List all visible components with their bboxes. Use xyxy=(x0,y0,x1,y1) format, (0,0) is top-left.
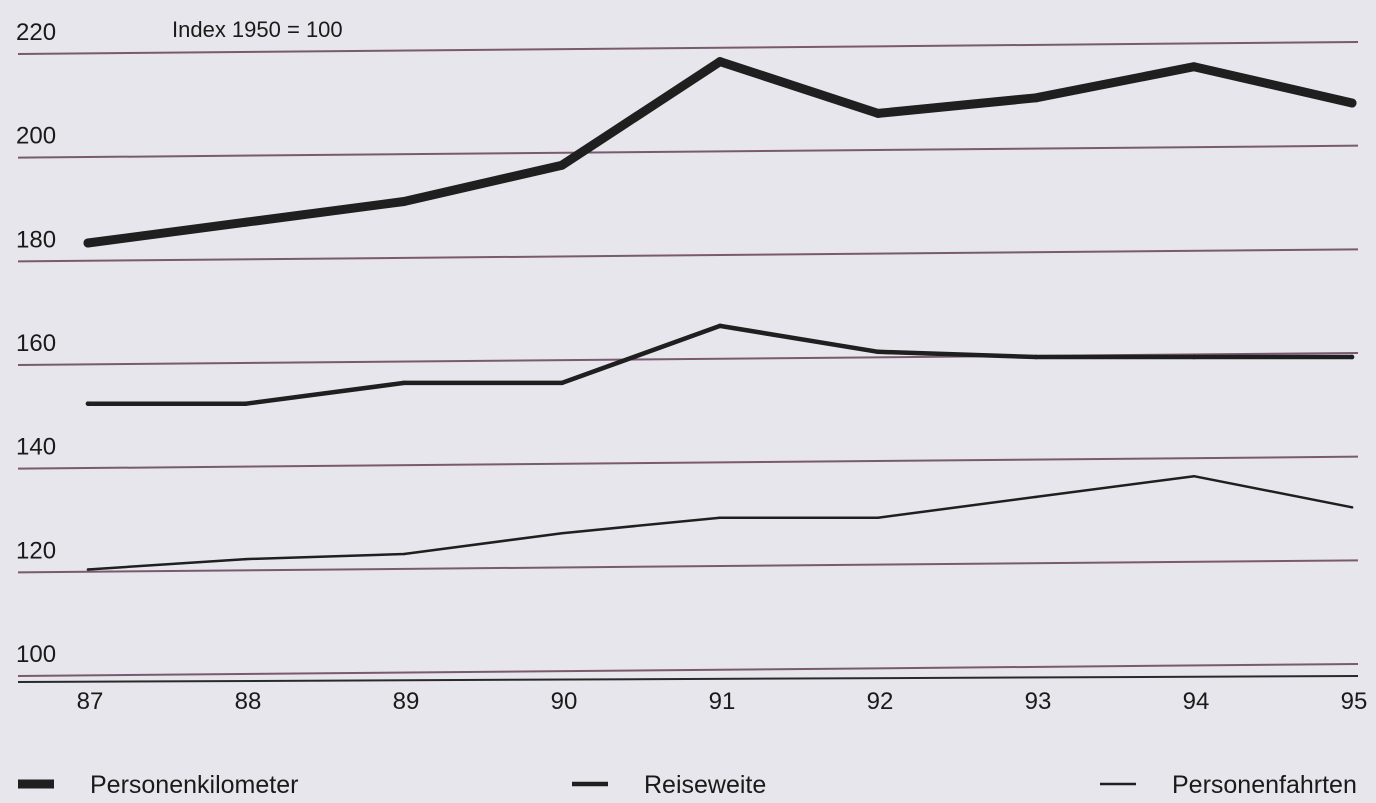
data-point-reiseweite-91 xyxy=(717,323,723,329)
data-point-personenfahrten-87 xyxy=(86,568,90,571)
gridline-200 xyxy=(17,144,1359,159)
data-point-personenfahrten-89 xyxy=(402,552,406,556)
gridline-100 xyxy=(17,663,1359,677)
data-point-personenkilometer-87 xyxy=(83,238,93,248)
series-line-reiseweite xyxy=(85,323,1355,406)
data-point-reiseweite-88 xyxy=(243,401,249,406)
data-point-personenkilometer-94 xyxy=(1189,62,1199,72)
y-tick-100: 100 xyxy=(16,641,56,668)
x-tick-89: 89 xyxy=(393,688,420,715)
data-point-reiseweite-87 xyxy=(85,401,91,406)
gridline-220 xyxy=(17,41,1359,55)
gridline-180 xyxy=(17,248,1359,263)
data-point-personenkilometer-92 xyxy=(873,108,883,118)
y-tick-120: 120 xyxy=(16,537,56,564)
legend-label-personenfahrten: Personenfahrten xyxy=(1172,771,1357,799)
data-point-reiseweite-93 xyxy=(1033,354,1039,360)
x-tick-88: 88 xyxy=(235,688,262,715)
data-point-personenkilometer-89 xyxy=(399,197,409,206)
x-tick-94: 94 xyxy=(1183,688,1210,715)
y-tick-160: 160 xyxy=(16,330,56,357)
x-axis-ticks: 87 88 89 90 91 92 93 94 95 xyxy=(77,688,1368,715)
y-axis-ticks: 220 200 180 160 140 120 100 xyxy=(16,19,56,668)
data-point-reiseweite-92 xyxy=(875,349,881,355)
x-tick-87: 87 xyxy=(77,688,104,715)
y-tick-140: 140 xyxy=(16,434,56,461)
data-point-personenfahrten-94 xyxy=(1192,474,1196,478)
data-point-reiseweite-90 xyxy=(559,380,565,386)
data-point-reiseweite-89 xyxy=(401,380,407,386)
data-point-personenfahrten-91 xyxy=(718,516,722,519)
data-point-personenfahrten-88 xyxy=(244,557,248,561)
gridline-120 xyxy=(17,559,1359,574)
grid-lines xyxy=(17,41,1359,683)
y-tick-200: 200 xyxy=(16,123,56,150)
data-point-personenkilometer-90 xyxy=(557,160,567,170)
x-tick-92: 92 xyxy=(867,688,894,715)
data-point-personenkilometer-95 xyxy=(1347,98,1357,108)
series-line-personenfahrten xyxy=(86,474,1354,571)
x-tick-90: 90 xyxy=(551,688,578,715)
data-point-personenkilometer-91 xyxy=(715,57,725,67)
x-tick-95: 95 xyxy=(1341,688,1368,715)
data-point-personenfahrten-90 xyxy=(560,531,564,535)
data-point-reiseweite-95 xyxy=(1349,354,1355,360)
y-tick-220: 220 xyxy=(16,19,56,46)
x-tick-93: 93 xyxy=(1025,688,1052,715)
data-point-personenkilometer-88 xyxy=(241,217,251,227)
index-note: Index 1950 = 100 xyxy=(172,17,343,42)
x-tick-91: 91 xyxy=(709,688,736,715)
legend: Personenkilometer Reiseweite Personenfahrt… xyxy=(18,771,1357,799)
y-tick-180: 180 xyxy=(16,226,56,253)
data-point-personenfahrten-95 xyxy=(1350,506,1354,509)
x-axis-line xyxy=(17,675,1359,683)
data-point-personenfahrten-93 xyxy=(1034,495,1038,499)
legend-label-personenkilometer: Personenkilometer xyxy=(90,771,298,799)
data-point-personenfahrten-92 xyxy=(876,516,880,519)
legend-label-reiseweite: Reiseweite xyxy=(644,771,766,799)
gridline-140 xyxy=(17,455,1359,470)
data-point-personenkilometer-93 xyxy=(1031,93,1041,103)
series-lines xyxy=(83,57,1357,571)
data-point-reiseweite-94 xyxy=(1191,354,1197,360)
